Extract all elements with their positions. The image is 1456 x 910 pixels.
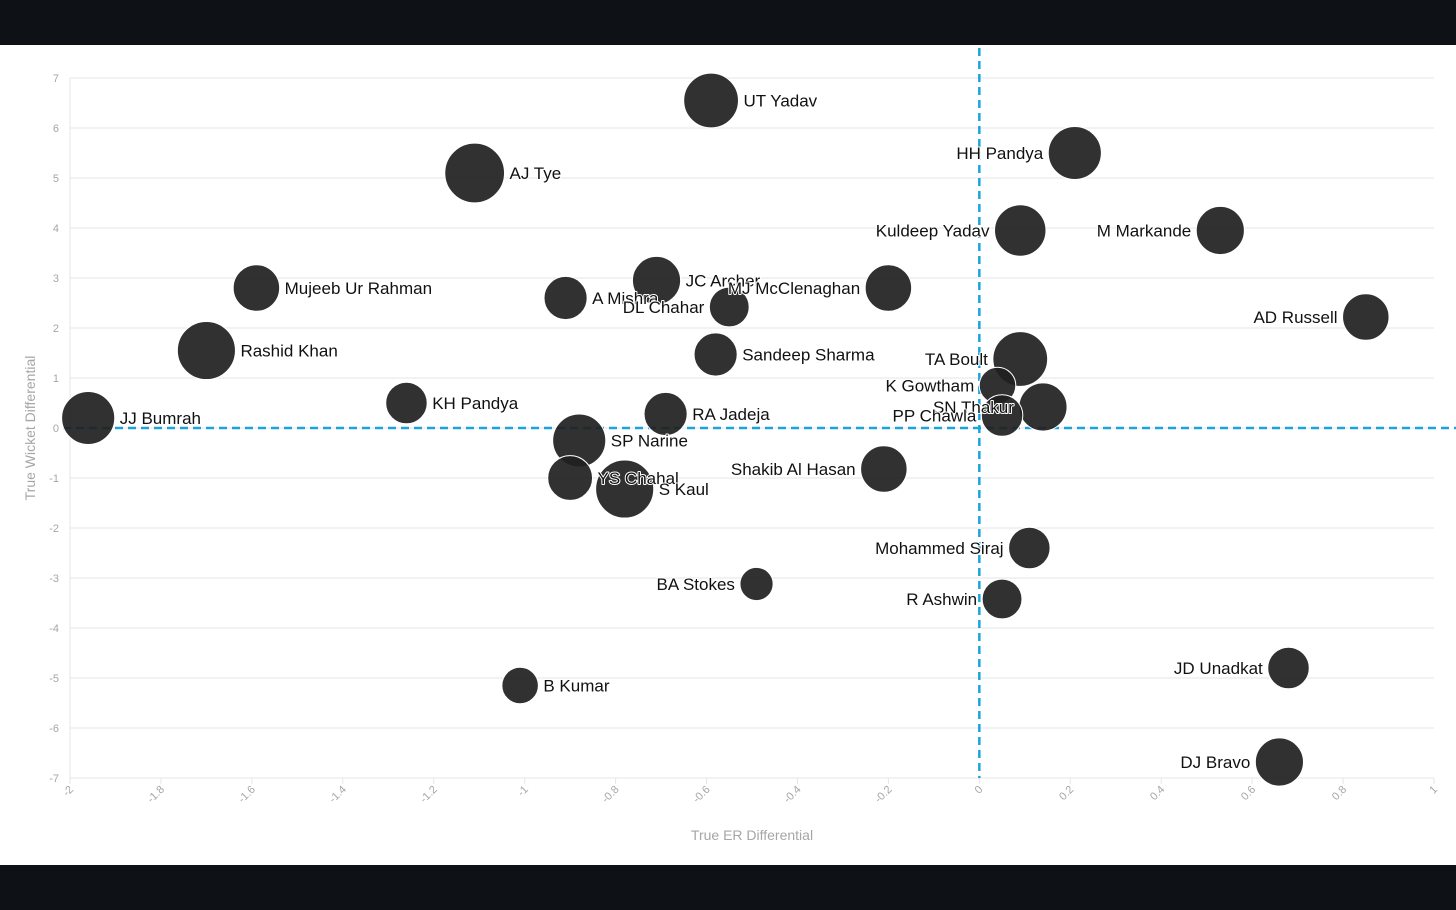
y-tick-label: 5 (53, 173, 59, 185)
x-tick-label: -1 (515, 784, 530, 799)
point-label: Shakib Al Hasan (731, 460, 856, 479)
data-point[interactable] (643, 391, 688, 437)
x-tick-label: -1.6 (236, 784, 258, 806)
data-point[interactable] (501, 666, 539, 705)
x-tick-label: -1.2 (418, 784, 440, 806)
x-tick-label: 0 (973, 784, 986, 797)
data-point[interactable] (543, 275, 588, 321)
point-label: S Kaul (659, 480, 709, 499)
data-point[interactable] (1342, 293, 1390, 341)
data-point[interactable] (385, 381, 428, 425)
point-label: Kuldeep Yadav (876, 222, 990, 241)
point-label: JD Unadkat (1174, 659, 1263, 678)
point-label: R Ashwin (906, 590, 977, 609)
y-axis-title: True Wicket Differential (22, 356, 38, 501)
y-tick-label: -7 (49, 773, 59, 785)
point-label: PP Chawla (893, 407, 977, 426)
y-tick-label: 3 (53, 273, 59, 285)
point-label: DL Chahar (623, 298, 705, 317)
data-point[interactable] (1008, 526, 1051, 570)
data-point[interactable] (739, 566, 774, 602)
x-tick-label: 0.4 (1148, 784, 1167, 803)
point-label: Sandeep Sharma (742, 346, 875, 365)
y-tick-label: 4 (53, 223, 59, 235)
x-tick-label: 0.2 (1057, 784, 1076, 803)
point-label: MJ McClenaghan (728, 279, 860, 298)
data-point[interactable] (595, 459, 655, 519)
y-tick-label: -1 (49, 473, 59, 485)
data-point[interactable] (860, 445, 908, 493)
x-axis-ticks: -2 -1.8 -1.6 -1.4 -1.2 -1 -0.8 -0.6 -0.4 -0.2 0 0.2… (61, 778, 1440, 806)
data-point[interactable] (708, 286, 750, 328)
data-point[interactable] (547, 455, 594, 501)
x-tick-label: -1.4 (327, 784, 349, 806)
y-tick-label: -5 (49, 673, 59, 685)
y-tick-label: 1 (53, 373, 59, 385)
x-tick-label: -1.8 (145, 784, 167, 806)
data-point[interactable] (693, 332, 738, 377)
point-label: SP Narine (611, 432, 688, 451)
point-label: AD Russell (1253, 308, 1337, 327)
point-label: B Kumar (543, 677, 609, 696)
scatter-chart: -2 -1.8 -1.6 -1.4 -1.2 -1 -0.8 -0.6 -0.4 -0.2 0 0.2… (22, 48, 1456, 843)
data-point[interactable] (994, 204, 1047, 257)
x-tick-label: 0.6 (1239, 784, 1258, 803)
point-label: Mohammed Siraj (875, 539, 1004, 558)
point-label: KH Pandya (432, 394, 519, 413)
y-axis-ticks: 7 6 5 4 3 2 1 0 -1 -2 -3 -4 -5 -6 -7 (49, 73, 59, 785)
point-label: HH Pandya (956, 144, 1043, 163)
point-label: M Markande (1097, 222, 1191, 241)
point-label: RA Jadeja (692, 405, 770, 424)
data-point[interactable] (980, 394, 1024, 437)
data-point[interactable] (981, 578, 1023, 620)
data-point[interactable] (1195, 205, 1245, 256)
gridlines (69, 77, 1434, 779)
y-tick-label: 6 (53, 123, 59, 135)
data-point[interactable] (232, 264, 281, 312)
data-point[interactable] (1018, 382, 1068, 432)
point-label: Mujeeb Ur Rahman (285, 279, 432, 298)
y-tick-label: -2 (49, 523, 59, 535)
point-label: JC Archer (686, 272, 761, 291)
data-point[interactable] (1267, 646, 1310, 690)
data-point[interactable] (864, 264, 913, 312)
point-label: AJ Tye (510, 164, 562, 183)
point-label: JJ Bumrah (120, 409, 201, 428)
point-label: TA Boult (925, 350, 988, 369)
data-point[interactable] (1254, 737, 1304, 787)
point-label: A Mishra (592, 289, 659, 308)
point-label: K Gowtham (885, 377, 974, 396)
x-axis-title: True ER Differential (691, 827, 813, 843)
y-tick-label: -3 (49, 573, 59, 585)
point-label: UT Yadav (743, 92, 817, 111)
point-label: DJ Bravo (1180, 753, 1250, 772)
data-point[interactable] (631, 255, 682, 306)
point-labels: UT Yadav AJ Tye HH Pandya Kuldeep Yadav M Ma… (119, 91, 1339, 774)
y-tick-label: 7 (53, 73, 59, 85)
y-tick-label: 2 (53, 323, 59, 335)
point-label: SN Thakur (933, 398, 1014, 417)
y-tick-label: 0 (53, 423, 59, 435)
data-point[interactable] (683, 72, 739, 129)
y-tick-label: -4 (49, 623, 59, 635)
reference-lines (63, 48, 1456, 778)
point-label: Rashid Khan (240, 342, 337, 361)
data-points (61, 72, 1390, 787)
chart-frame: -2 -1.8 -1.6 -1.4 -1.2 -1 -0.8 -0.6 -0.4 -0.2 0 0.2… (0, 45, 1456, 865)
x-tick-label: 0.8 (1330, 784, 1349, 803)
data-point[interactable] (1047, 125, 1102, 181)
x-tick-label: -0.8 (600, 784, 622, 806)
x-tick-label: -2 (61, 784, 76, 799)
x-tick-label: 1 (1427, 784, 1440, 797)
y-tick-label: -6 (49, 723, 59, 735)
data-point[interactable] (176, 320, 236, 381)
data-point[interactable] (61, 390, 116, 446)
x-tick-label: -0.4 (782, 784, 804, 806)
x-tick-label: -0.6 (691, 784, 713, 806)
point-label: BA Stokes (657, 575, 735, 594)
x-tick-label: -0.2 (873, 784, 895, 806)
point-label: YS Chahal (598, 469, 679, 488)
data-point[interactable] (444, 142, 506, 204)
